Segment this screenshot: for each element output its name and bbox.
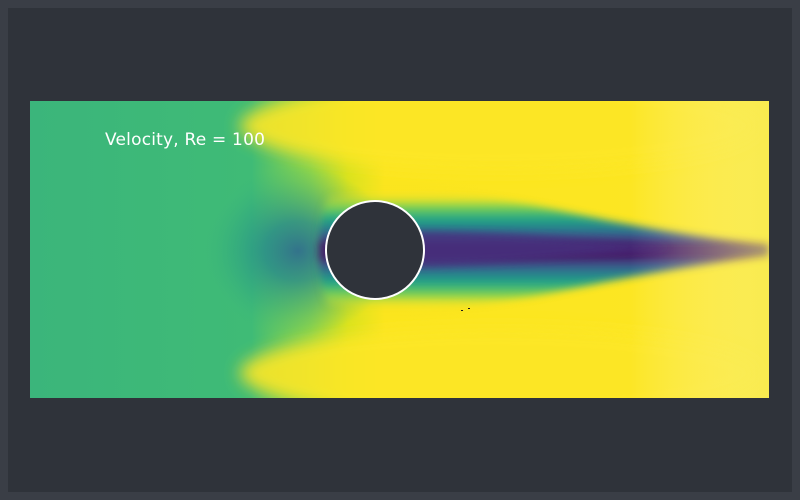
speckle bbox=[461, 310, 463, 311]
cylinder-obstacle bbox=[326, 201, 424, 299]
speckle bbox=[468, 308, 470, 309]
plot-title: Velocity, Re = 100 bbox=[105, 130, 265, 150]
outflow-edge bbox=[630, 101, 769, 398]
